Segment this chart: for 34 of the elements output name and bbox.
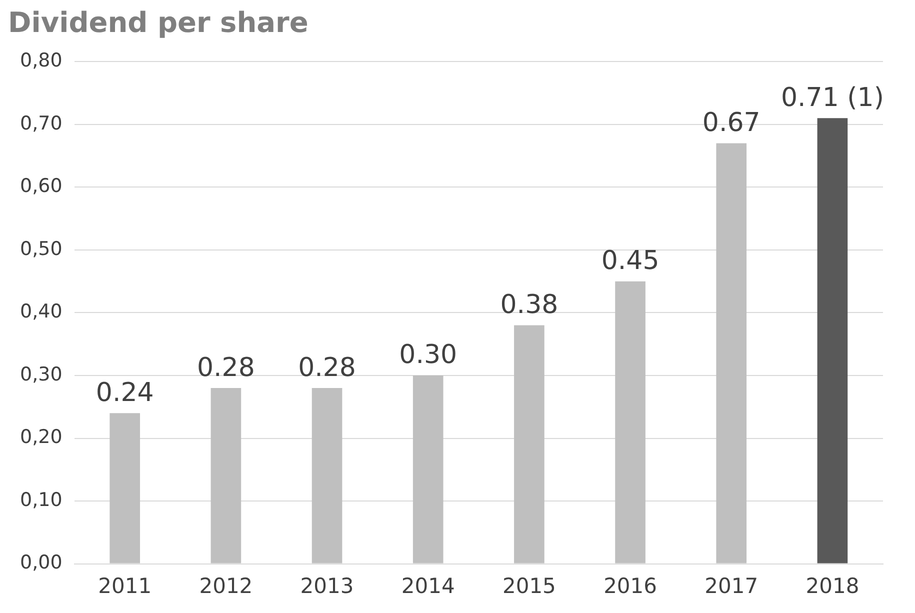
data-label: 0.45	[601, 246, 660, 276]
bar	[312, 388, 342, 564]
y-tick-label: 0,40	[20, 300, 62, 323]
data-label: 0.24	[96, 378, 154, 408]
chart-title: Dividend per share	[8, 6, 308, 40]
x-tick-label: 2015	[502, 574, 556, 598]
data-label: 0.30	[399, 340, 458, 370]
x-tick-label: 2013	[300, 574, 354, 598]
x-tick-label: 2017	[704, 574, 758, 598]
data-label: 0.38	[500, 290, 558, 320]
data-label: 0.67	[702, 108, 760, 138]
bar	[412, 375, 444, 564]
data-label: 0.71 (1)	[780, 82, 884, 113]
data-label: 0.28	[196, 352, 255, 383]
y-tick-label: 0,60	[20, 175, 62, 198]
x-tick-label: 2018	[806, 574, 860, 598]
y-tick-label: 0,30	[20, 363, 62, 386]
y-tick-label: 0,20	[20, 426, 62, 448]
x-tick-label: 2014	[401, 574, 455, 598]
y-tick-label: 0,00	[20, 552, 62, 574]
bar	[110, 413, 140, 564]
data-label: 0.28	[298, 352, 356, 383]
bar	[716, 143, 747, 564]
y-tick-label: 0,80	[20, 50, 62, 72]
x-tick-label: 2012	[199, 574, 253, 598]
bar	[514, 325, 544, 564]
y-tick-label: 0,10	[20, 488, 62, 511]
bar	[615, 281, 646, 564]
x-tick-label: 2016	[604, 574, 658, 598]
bar	[210, 388, 242, 564]
bar	[817, 118, 848, 564]
y-tick-label: 0,70	[20, 112, 62, 134]
y-tick-label: 0,50	[20, 238, 62, 260]
x-tick-label: 2011	[98, 574, 152, 598]
